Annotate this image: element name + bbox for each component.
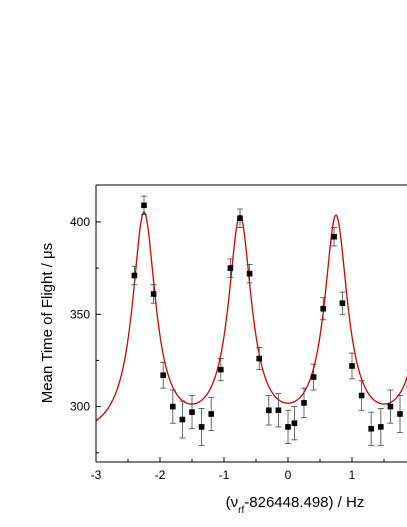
x-tick-label: -2 bbox=[155, 468, 166, 482]
data-point bbox=[310, 374, 317, 380]
y-tick-label: 350 bbox=[70, 307, 90, 321]
data-point bbox=[368, 425, 374, 432]
data-points-layer bbox=[131, 195, 407, 446]
data-point bbox=[266, 407, 272, 414]
data-point bbox=[246, 270, 253, 277]
data-point bbox=[331, 233, 337, 240]
ticks-layer: -3-2-1012300350400 bbox=[70, 215, 385, 482]
data-point bbox=[170, 403, 176, 410]
x-tick-label: 0 bbox=[285, 468, 292, 482]
fit-curve-layer bbox=[96, 211, 407, 422]
x-tick-label: 1 bbox=[349, 468, 356, 482]
data-point bbox=[301, 400, 307, 406]
data-point bbox=[218, 366, 224, 373]
x-tick-label: -1 bbox=[219, 468, 230, 482]
x-tick-label: -3 bbox=[91, 468, 102, 482]
y-tick-label: 300 bbox=[70, 400, 90, 414]
x-axis-title: (νrf-826448.498) / Hz bbox=[226, 494, 365, 516]
data-point bbox=[320, 305, 326, 312]
data-point bbox=[339, 300, 346, 306]
data-point bbox=[358, 392, 365, 399]
data-point bbox=[237, 215, 243, 222]
data-point bbox=[227, 265, 234, 271]
data-point bbox=[285, 424, 291, 430]
data-point bbox=[349, 363, 355, 369]
fit-curve bbox=[96, 211, 407, 422]
data-point bbox=[378, 424, 384, 430]
data-point bbox=[387, 403, 394, 410]
data-point bbox=[189, 409, 195, 415]
data-point bbox=[131, 272, 138, 279]
data-point bbox=[397, 411, 403, 417]
data-point bbox=[256, 355, 262, 362]
data-point bbox=[208, 411, 214, 417]
y-tick-label: 400 bbox=[70, 215, 90, 229]
data-point bbox=[291, 420, 298, 427]
data-point bbox=[160, 372, 166, 379]
y-axis-title: Mean Time of Flight / μs bbox=[39, 243, 56, 403]
data-point bbox=[150, 291, 157, 297]
data-point bbox=[198, 424, 205, 430]
data-point bbox=[141, 202, 147, 209]
plot-area bbox=[96, 195, 407, 446]
data-point bbox=[179, 416, 186, 423]
data-point bbox=[275, 407, 282, 414]
